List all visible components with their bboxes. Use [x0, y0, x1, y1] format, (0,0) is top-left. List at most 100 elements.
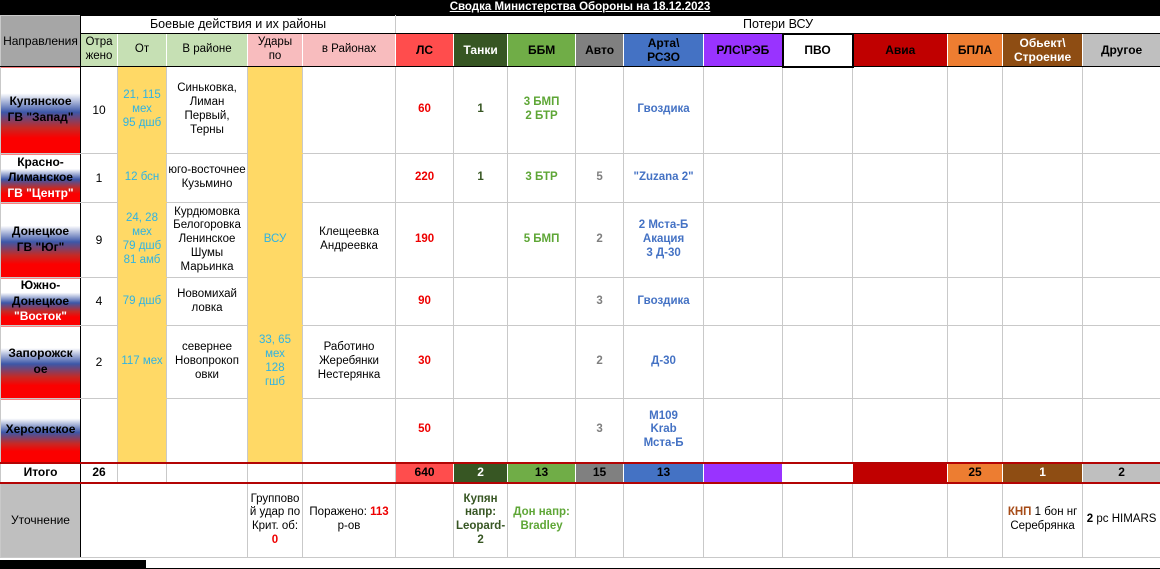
cell-krasno-liman-from: 12 бсн	[117, 153, 167, 203]
cell-yuzhno-donetsk-strike-areas	[301, 277, 397, 326]
cell-kherson-other	[1082, 398, 1160, 463]
cell-krasno-liman-area: юго-восточнее Кузьмино	[166, 153, 248, 203]
cell-total-bbm: 13	[507, 461, 577, 484]
cell-note-arta	[623, 482, 705, 558]
cell-donetsk-strike-areas: Клещеевка Андреевка	[301, 202, 397, 278]
note-text-segment: Поражено:	[309, 506, 371, 519]
row-header-cols: Отра жено От В районе Удары по в Районах ЛС Та…	[1, 32, 1160, 68]
cell-zaporozhye-arta: Д-30	[623, 325, 705, 399]
note-text-segment: Дон напр: Bradley	[513, 506, 570, 533]
cell-header-cols-strikes: Удары по	[247, 33, 303, 67]
row-kupyansk: Купянское ГВ "Запад" 10 21, 115 мех 95 дшб С…	[0, 66, 1160, 154]
cell-zaporozhye-avia	[852, 325, 949, 399]
cell-yuzhno-donetsk-area: Новомихай ловка	[166, 277, 248, 326]
cell-zaporozhye-object	[1002, 325, 1084, 399]
direction-label-line: Красно-	[17, 154, 64, 169]
direction-label-line: ГВ "Центр"	[7, 185, 74, 200]
cell-total-strikes	[247, 461, 303, 484]
note-text-segment: 113	[370, 506, 389, 519]
direction-label-line: Донецкое	[11, 224, 70, 239]
row-kherson: Херсонское 50 3 М109 Krab Мста-Б	[0, 398, 1160, 463]
cell-donetsk-from: 24, 28 мех 79 дшб 81 амб	[117, 202, 167, 278]
cell-donetsk-tanks	[453, 202, 509, 278]
direction-kherson: Херсонское	[0, 398, 81, 463]
cell-note-ls	[395, 482, 455, 558]
cell-donetsk-avia	[852, 202, 949, 278]
cell-total-other: 2	[1082, 461, 1160, 484]
cell-zaporozhye-bbm	[507, 325, 577, 399]
cell-total-avia	[852, 461, 949, 484]
cell-header-cols-other: Другое	[1082, 33, 1160, 67]
cell-kupyansk-rls-reb	[703, 66, 784, 154]
note-text-segment: Групповой удар по Крит. об:	[249, 492, 301, 533]
cell-yuzhno-donetsk-arta: Гвоздика	[623, 277, 705, 326]
cell-total-pvo	[782, 461, 854, 484]
cell-donetsk-other	[1082, 202, 1160, 278]
cell-kupyansk-auto	[575, 66, 625, 154]
cell-krasno-liman-auto: 5	[575, 153, 625, 203]
cell-zaporozhye-auto: 2	[575, 325, 625, 399]
cell-kherson-strikes	[247, 398, 303, 463]
direction-label-line: ГВ "Запад"	[7, 110, 74, 124]
direction-label-line: ГВ "Юг"	[16, 240, 65, 254]
cell-zaporozhye-bpla	[947, 325, 1004, 399]
note-text-segment: 1 бон нг Серебрянка	[1010, 506, 1078, 533]
direction-zaporozhye: Запорожск ое	[0, 325, 81, 399]
page-title: Сводка Министерства Обороны на 18.12.202…	[449, 1, 711, 13]
note-label: Уточнение	[0, 482, 81, 558]
cell-yuzhno-donetsk-auto: 3	[575, 277, 625, 326]
cell-krasno-liman-object	[1002, 153, 1084, 203]
row-krasno-liman: Красно- Лиманское ГВ "Центр" 1 12 бсн юго-вос…	[0, 153, 1160, 203]
cell-kupyansk-bbm: 3 БМП 2 БТР	[507, 66, 577, 154]
cell-donetsk-repelled: 9	[80, 202, 118, 278]
cell-kupyansk-area: Синьковка, Лиман Первый, Терны	[166, 66, 248, 154]
cell-total-tanks: 2	[453, 461, 509, 484]
cell-donetsk-bbm: 5 БМП	[507, 202, 577, 278]
cell-kherson-bpla	[947, 398, 1004, 463]
note-text-segment: р-ов	[337, 520, 361, 533]
cell-note-bbm: Дон напр: Bradley	[507, 482, 577, 558]
cell-total-area	[166, 461, 248, 484]
cell-total-strike-areas	[301, 461, 397, 484]
cell-zaporozhye-strike-areas: Работино Жеребянки Нестерянка	[301, 325, 397, 399]
cell-yuzhno-donetsk-bpla	[947, 277, 1004, 326]
cell-header-cols-object: Обьект\ Строение	[1002, 33, 1084, 67]
col-header-directions: Направления	[0, 15, 81, 67]
direction-kupyansk: Купянское ГВ "Запад"	[0, 66, 81, 154]
cell-kupyansk-avia	[852, 66, 949, 154]
cell-yuzhno-donetsk-repelled: 4	[80, 277, 118, 326]
cell-krasno-liman-rls-reb	[703, 153, 784, 203]
cell-note-auto	[575, 482, 625, 558]
cell-kherson-ls: 50	[395, 398, 455, 463]
note-text-segment: рс HIMARS	[1093, 513, 1157, 526]
cell-yuzhno-donetsk-bbm	[507, 277, 577, 326]
cell-kupyansk-arta: Гвоздика	[623, 66, 705, 154]
cell-donetsk-pvo	[782, 202, 854, 278]
cell-note-rls-reb	[703, 482, 784, 558]
cell-header-cols-from: От	[117, 33, 167, 67]
cell-header-cols-area: В районе	[166, 33, 248, 67]
cell-krasno-liman-tanks: 1	[453, 153, 509, 203]
cell-note-tanks: Купян напр: Leopard-2	[453, 482, 509, 558]
cell-kupyansk-ls: 60	[395, 66, 455, 154]
cell-donetsk-rls-reb	[703, 202, 784, 278]
cell-kupyansk-from: 21, 115 мех 95 дшб	[117, 66, 167, 154]
row-donetsk: Донецкое ГВ "Юг" 9 24, 28 мех 79 дшб 81 амб…	[0, 202, 1160, 278]
note-text-segment: Купян напр: Leopard-2	[455, 492, 506, 547]
cell-krasno-liman-bbm: 3 БТР	[507, 153, 577, 203]
direction-label-line: Южно-	[20, 278, 61, 293]
cell-yuzhno-donetsk-other	[1082, 277, 1160, 326]
cell-note-object: КНП 1 бон нг Серебрянка	[1002, 482, 1084, 558]
cell-yuzhno-donetsk-ls: 90	[395, 277, 455, 326]
row-note: Уточнение Групповой удар по Крит. об: 0 По…	[0, 482, 1160, 558]
cell-header-cols-avia: Авиа	[852, 33, 949, 67]
cell-kupyansk-repelled: 10	[80, 66, 118, 154]
cell-kherson-pvo	[782, 398, 854, 463]
direction-label-line: Лиманское	[8, 170, 73, 185]
direction-label-line: Запорожск	[8, 346, 73, 361]
cell-note-bpla	[947, 482, 1004, 558]
cell-kherson-strike-areas	[301, 398, 397, 463]
title-bar: Сводка Министерства Обороны на 18.12.202…	[0, 0, 1160, 15]
cell-kherson-repelled	[80, 398, 118, 463]
